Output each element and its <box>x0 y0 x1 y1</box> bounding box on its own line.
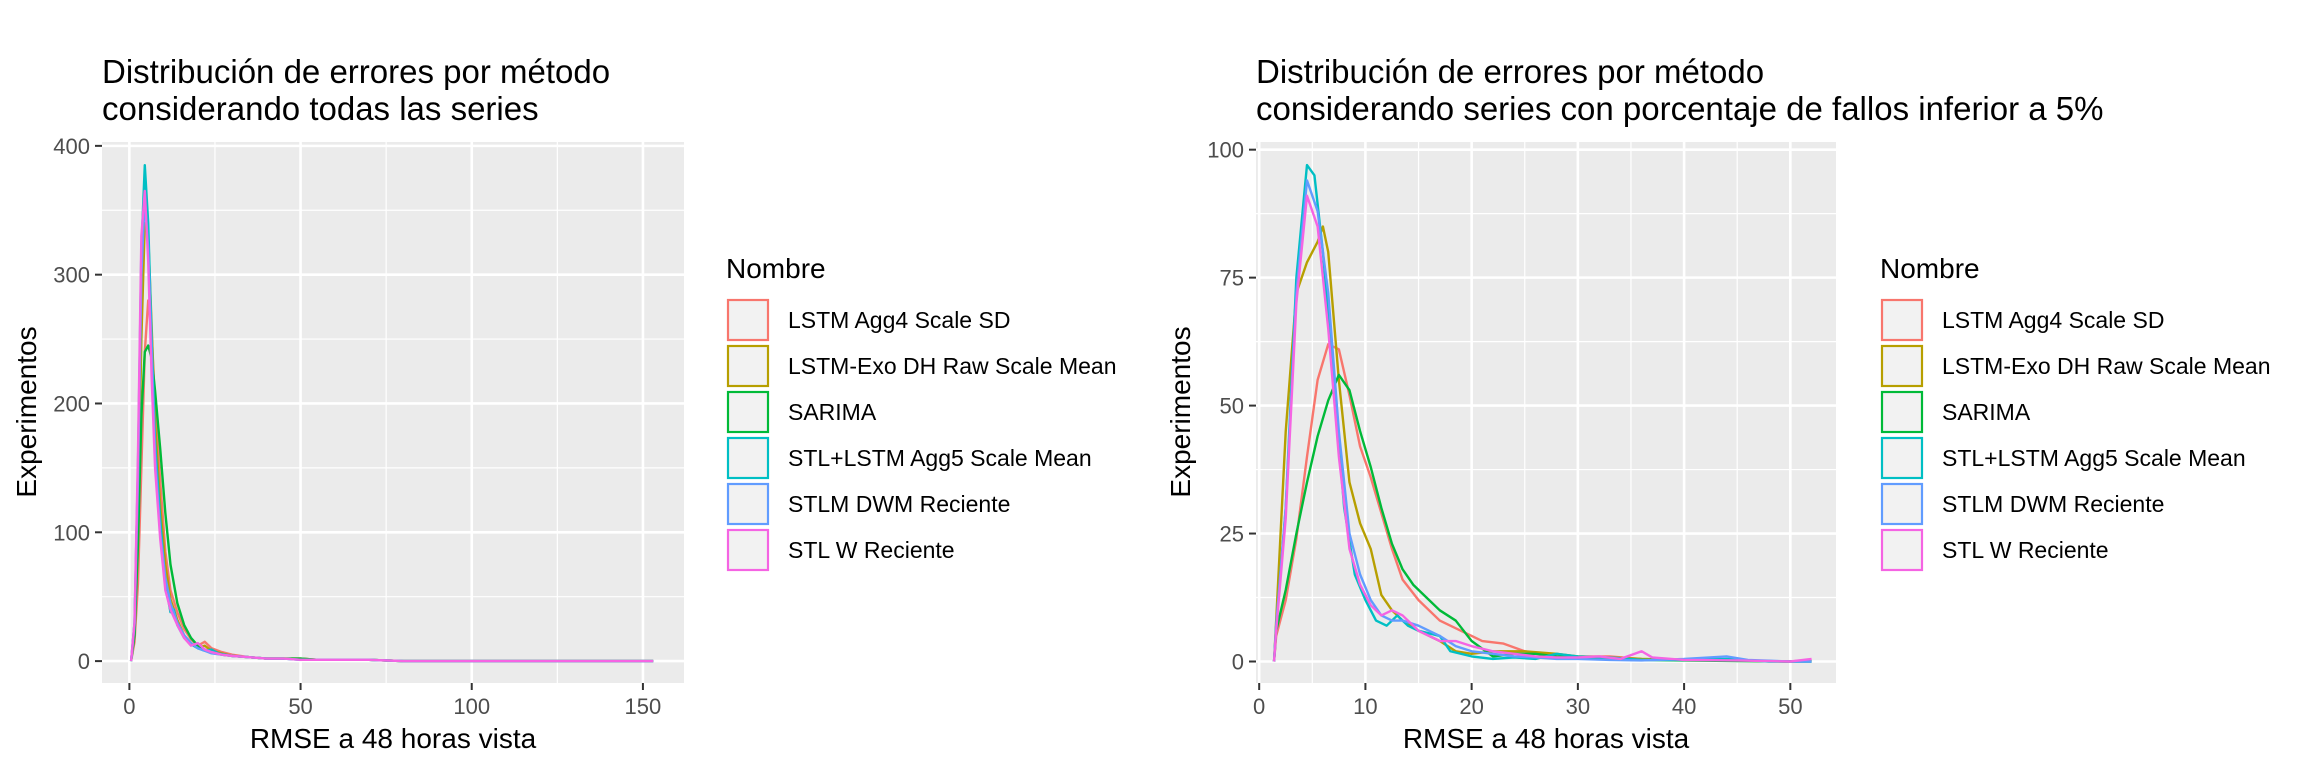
series-lines <box>129 163 654 663</box>
y-tick-label: 200 <box>53 391 90 416</box>
series-line <box>129 189 654 663</box>
legend-key <box>726 482 770 526</box>
legend-key <box>1880 344 1924 388</box>
chart-panel-low-failure-series: Distribución de errores por método consi… <box>1165 53 2271 754</box>
x-axis-label: RMSE a 48 horas vista <box>250 723 537 754</box>
legend-key <box>726 298 770 342</box>
series-line <box>1272 179 1812 663</box>
x-tick-label: 20 <box>1459 694 1483 719</box>
legend-key <box>1880 482 1924 526</box>
y-tick-label: 400 <box>53 134 90 159</box>
y-tick-label: 100 <box>1207 138 1244 163</box>
x-axis-label: RMSE a 48 horas vista <box>1403 723 1690 754</box>
legend-label: STL W Reciente <box>1942 537 2109 563</box>
chart-panel-all-series: Distribución de errores por método consi… <box>11 53 1117 754</box>
legend-items: LSTM Agg4 Scale SD LSTM-Exo DH Raw Scale … <box>1880 298 2271 572</box>
legend-label: LSTM-Exo DH Raw Scale Mean <box>1942 353 2271 379</box>
legend-label: LSTM-Exo DH Raw Scale Mean <box>788 353 1117 379</box>
legend-label: STL W Reciente <box>788 537 955 563</box>
legend-key <box>1880 390 1924 434</box>
y-axis-label: Experimentos <box>1165 326 1196 497</box>
legend-key <box>726 528 770 572</box>
x-tick-label: 50 <box>288 694 312 719</box>
legend-key <box>1880 298 1924 342</box>
axis-ticks: 0 50 100 150 0 100 200 300 400 <box>53 134 661 719</box>
plot-background <box>102 142 684 683</box>
legend-label: STLM DWM Reciente <box>788 491 1010 517</box>
legend-key <box>1880 528 1924 572</box>
legend-label: STLM DWM Reciente <box>1942 491 2164 517</box>
legend: Nombre LSTM Agg4 Scale SD LSTM-Exo DH Raw… <box>726 253 1117 572</box>
grid-lines <box>1256 142 1836 683</box>
legend-label: STL+LSTM Agg5 Scale Mean <box>1942 445 2246 471</box>
x-tick-label: 0 <box>123 694 135 719</box>
legend-items: LSTM Agg4 Scale SD LSTM-Exo DH Raw Scale … <box>726 298 1117 572</box>
legend-title: Nombre <box>1880 253 1980 284</box>
x-tick-label: 40 <box>1672 694 1696 719</box>
series-lines <box>1272 163 1812 663</box>
chart-title-line-1: Distribución de errores por método <box>1256 53 1764 90</box>
grid-lines <box>102 142 684 683</box>
legend-label: SARIMA <box>788 399 877 425</box>
legend-label: STL+LSTM Agg5 Scale Mean <box>788 445 1092 471</box>
y-axis-label: Experimentos <box>11 326 42 497</box>
axis-ticks: 0 10 20 30 40 50 0 25 50 75 100 <box>1207 138 1802 719</box>
legend-label: LSTM Agg4 Scale SD <box>1942 307 2164 333</box>
legend: Nombre LSTM Agg4 Scale SD LSTM-Exo DH Raw… <box>1880 253 2271 572</box>
x-tick-label: 50 <box>1778 694 1802 719</box>
legend-title: Nombre <box>726 253 826 284</box>
legend-key <box>726 436 770 480</box>
x-tick-label: 0 <box>1253 694 1265 719</box>
legend-label: SARIMA <box>1942 399 2031 425</box>
y-tick-label: 0 <box>1232 650 1244 675</box>
x-tick-label: 10 <box>1353 694 1377 719</box>
x-tick-label: 150 <box>625 694 662 719</box>
legend-key <box>1880 436 1924 480</box>
y-tick-label: 300 <box>53 263 90 288</box>
y-tick-label: 50 <box>1220 394 1244 419</box>
y-tick-label: 0 <box>78 649 90 674</box>
legend-key <box>726 344 770 388</box>
legend-label: LSTM Agg4 Scale SD <box>788 307 1010 333</box>
chart-title-line-2: considerando todas las series <box>102 90 539 127</box>
chart-title-line-1: Distribución de errores por método <box>102 53 610 90</box>
chart-title-line-2: considerando series con porcentaje de fa… <box>1256 90 2104 127</box>
x-tick-label: 100 <box>453 694 490 719</box>
y-tick-label: 100 <box>53 520 90 545</box>
y-tick-label: 75 <box>1220 266 1244 291</box>
legend-key <box>726 390 770 434</box>
series-line <box>1272 194 1812 663</box>
x-tick-label: 30 <box>1566 694 1590 719</box>
y-tick-label: 25 <box>1220 522 1244 547</box>
